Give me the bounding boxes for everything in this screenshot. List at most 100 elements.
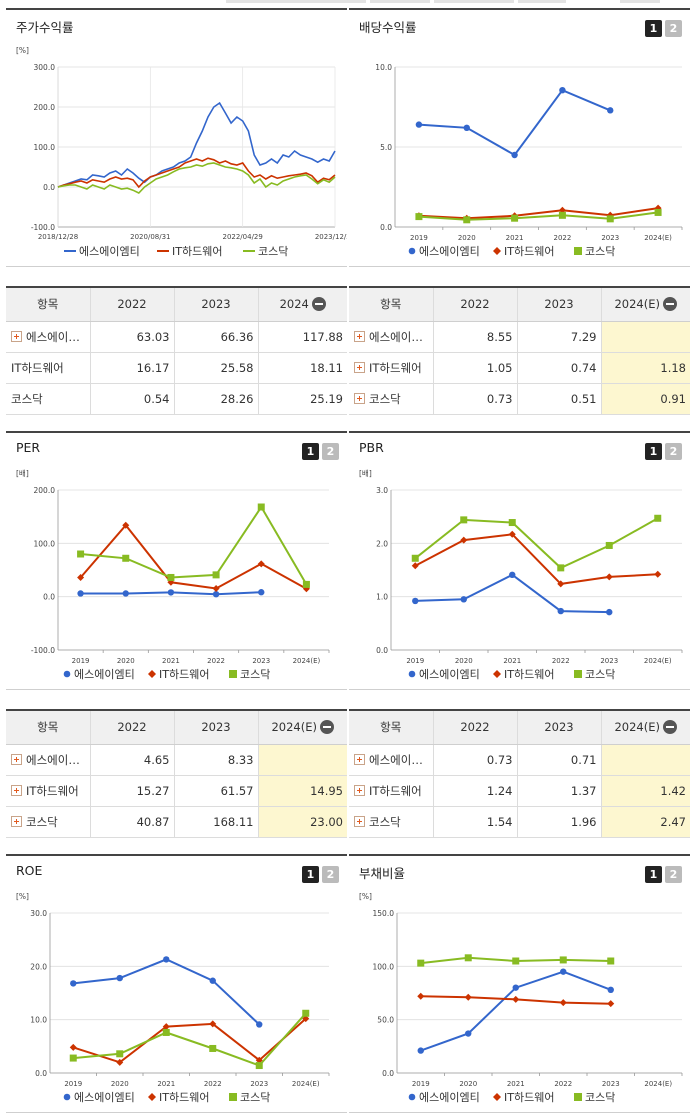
y-tick-label: 0.0: [382, 1069, 394, 1078]
collapse-icon[interactable]: [311, 297, 326, 312]
expand-plus-icon[interactable]: [354, 815, 365, 827]
series-line-1: [418, 88, 611, 157]
roe-chart: [%]30.0 20.0 10.0 0.0 2019 2020 2021 2022 2023 20…: [16, 892, 330, 1104]
x-tick-label: 2022: [554, 1080, 572, 1088]
series-line-3: [73, 1012, 307, 1067]
row-name: IT하드웨어: [6, 352, 90, 384]
header-label: 2024(E): [614, 720, 660, 735]
view-2-button[interactable]: 2: [665, 20, 682, 37]
row-name[interactable]: 에스에이…: [349, 744, 433, 776]
x-tick-label: 2019: [72, 657, 90, 665]
table-row: 코스닥 0.54 28.26 25.19: [6, 383, 347, 415]
y-tick-label: 300.0: [34, 63, 56, 72]
data-point: [77, 573, 85, 581]
table-cell: 1.05: [432, 352, 517, 384]
data-point: [654, 208, 662, 216]
view-1-button[interactable]: 1: [302, 866, 319, 883]
row-name[interactable]: IT하드웨어: [349, 775, 433, 807]
y-tick-label: 200.0: [34, 103, 56, 112]
expand-plus-icon[interactable]: [354, 753, 365, 765]
expand-plus-icon[interactable]: [354, 392, 365, 404]
panel-title: 부채비율: [359, 866, 406, 881]
data-point: [508, 519, 516, 527]
data-point: [302, 1015, 310, 1023]
legend-marker: [574, 1093, 582, 1101]
data-point: [557, 564, 565, 572]
legend-marker: [493, 247, 501, 255]
legend-marker: [574, 670, 582, 678]
series-line-3: [414, 517, 659, 570]
y-tick-label: 0.0: [35, 1069, 47, 1078]
expand-plus-icon[interactable]: [354, 361, 365, 373]
expand-plus-icon[interactable]: [354, 330, 365, 342]
header-item: 항목: [349, 286, 433, 322]
data-point: [558, 211, 566, 219]
data-point: [605, 541, 613, 549]
x-tick-label: 2024(E): [644, 657, 672, 665]
expand-plus-icon[interactable]: [11, 753, 22, 765]
view-1-button[interactable]: 1: [645, 443, 662, 460]
data-point: [508, 530, 516, 538]
view-1-button[interactable]: 1: [302, 443, 319, 460]
y-tick-label: 100.0: [373, 962, 395, 971]
row-name[interactable]: 에스에이…: [6, 744, 90, 776]
row-name[interactable]: 코스닥: [6, 806, 90, 838]
table-cell: 28.26: [173, 383, 258, 415]
table-cell: 14.95: [257, 775, 347, 807]
dividend-yield-chart: 10.0 5.0 0.0 2019 2020 2021 2022 2023 2024(E) 에스에…: [375, 63, 683, 258]
y-tick-label: 100.0: [34, 143, 56, 152]
view-1-button[interactable]: 1: [645, 866, 662, 883]
header-label: 항목: [380, 297, 402, 312]
table-cell: 25.58: [173, 352, 258, 384]
price-return-panel: 주가수익률 [%] 300.0 200.0 100.0 0.0 -100.0 2018/12…: [6, 8, 347, 267]
unit-label: [%]: [16, 46, 29, 55]
view-2-button[interactable]: 2: [665, 866, 682, 883]
data-point: [122, 554, 130, 562]
collapse-icon[interactable]: [663, 720, 677, 735]
collapse-icon[interactable]: [320, 720, 334, 735]
table-row: 코스닥 0.73 0.51 0.91: [349, 383, 690, 415]
y-tick-label: 3.0: [376, 486, 388, 495]
data-point: [167, 589, 175, 596]
x-tick-label: 2021: [157, 1080, 175, 1088]
data-point: [412, 597, 419, 605]
row-name[interactable]: IT하드웨어: [349, 352, 433, 384]
table-cell: 23.00: [257, 806, 347, 838]
legend-label: 에스에이엠티: [74, 1091, 135, 1104]
per-chart: [배] 200.0 100.0 0.0 -100.0 2019 2020 2021 2022 20…: [16, 469, 330, 681]
x-tick-label: 2021: [506, 234, 524, 242]
legend-marker: [493, 1093, 501, 1101]
row-label: 에스에이…: [369, 752, 423, 767]
collapse-icon[interactable]: [663, 297, 677, 312]
header-label: 2023: [544, 720, 574, 735]
x-tick-label: 2020: [459, 1080, 477, 1088]
row-name[interactable]: 코스닥: [349, 383, 433, 415]
row-name[interactable]: IT하드웨어: [6, 775, 90, 807]
data-point: [257, 560, 265, 568]
view-2-button[interactable]: 2: [322, 866, 339, 883]
table-cell: 16.17: [89, 352, 174, 384]
expand-plus-icon[interactable]: [11, 784, 22, 796]
view-2-button[interactable]: 2: [322, 443, 339, 460]
header-year: 2022: [89, 709, 174, 745]
expand-plus-icon[interactable]: [354, 784, 365, 796]
data-point: [557, 607, 564, 615]
x-tick-label: 2020/08/31: [130, 233, 170, 241]
data-point: [209, 1044, 217, 1052]
row-name[interactable]: 에스에이…: [349, 321, 433, 353]
view-1-button[interactable]: 1: [645, 20, 662, 37]
row-label: IT하드웨어: [26, 783, 79, 798]
row-label: 코스닥: [11, 391, 43, 406]
table-cell: 1.54: [432, 806, 517, 838]
series-line-2: [57, 157, 336, 189]
expand-plus-icon[interactable]: [11, 330, 22, 342]
expand-plus-icon[interactable]: [11, 815, 22, 827]
header-label: 2023: [201, 297, 231, 312]
header-label: 항목: [37, 297, 59, 312]
table-row: IT하드웨어 1.24 1.37 1.42: [349, 775, 690, 807]
table-row: IT하드웨어 16.17 25.58 18.11: [6, 352, 347, 384]
header-label: 2022: [117, 720, 147, 735]
row-name[interactable]: 에스에이…: [6, 321, 90, 353]
row-name[interactable]: 코스닥: [349, 806, 433, 838]
view-2-button[interactable]: 2: [665, 443, 682, 460]
